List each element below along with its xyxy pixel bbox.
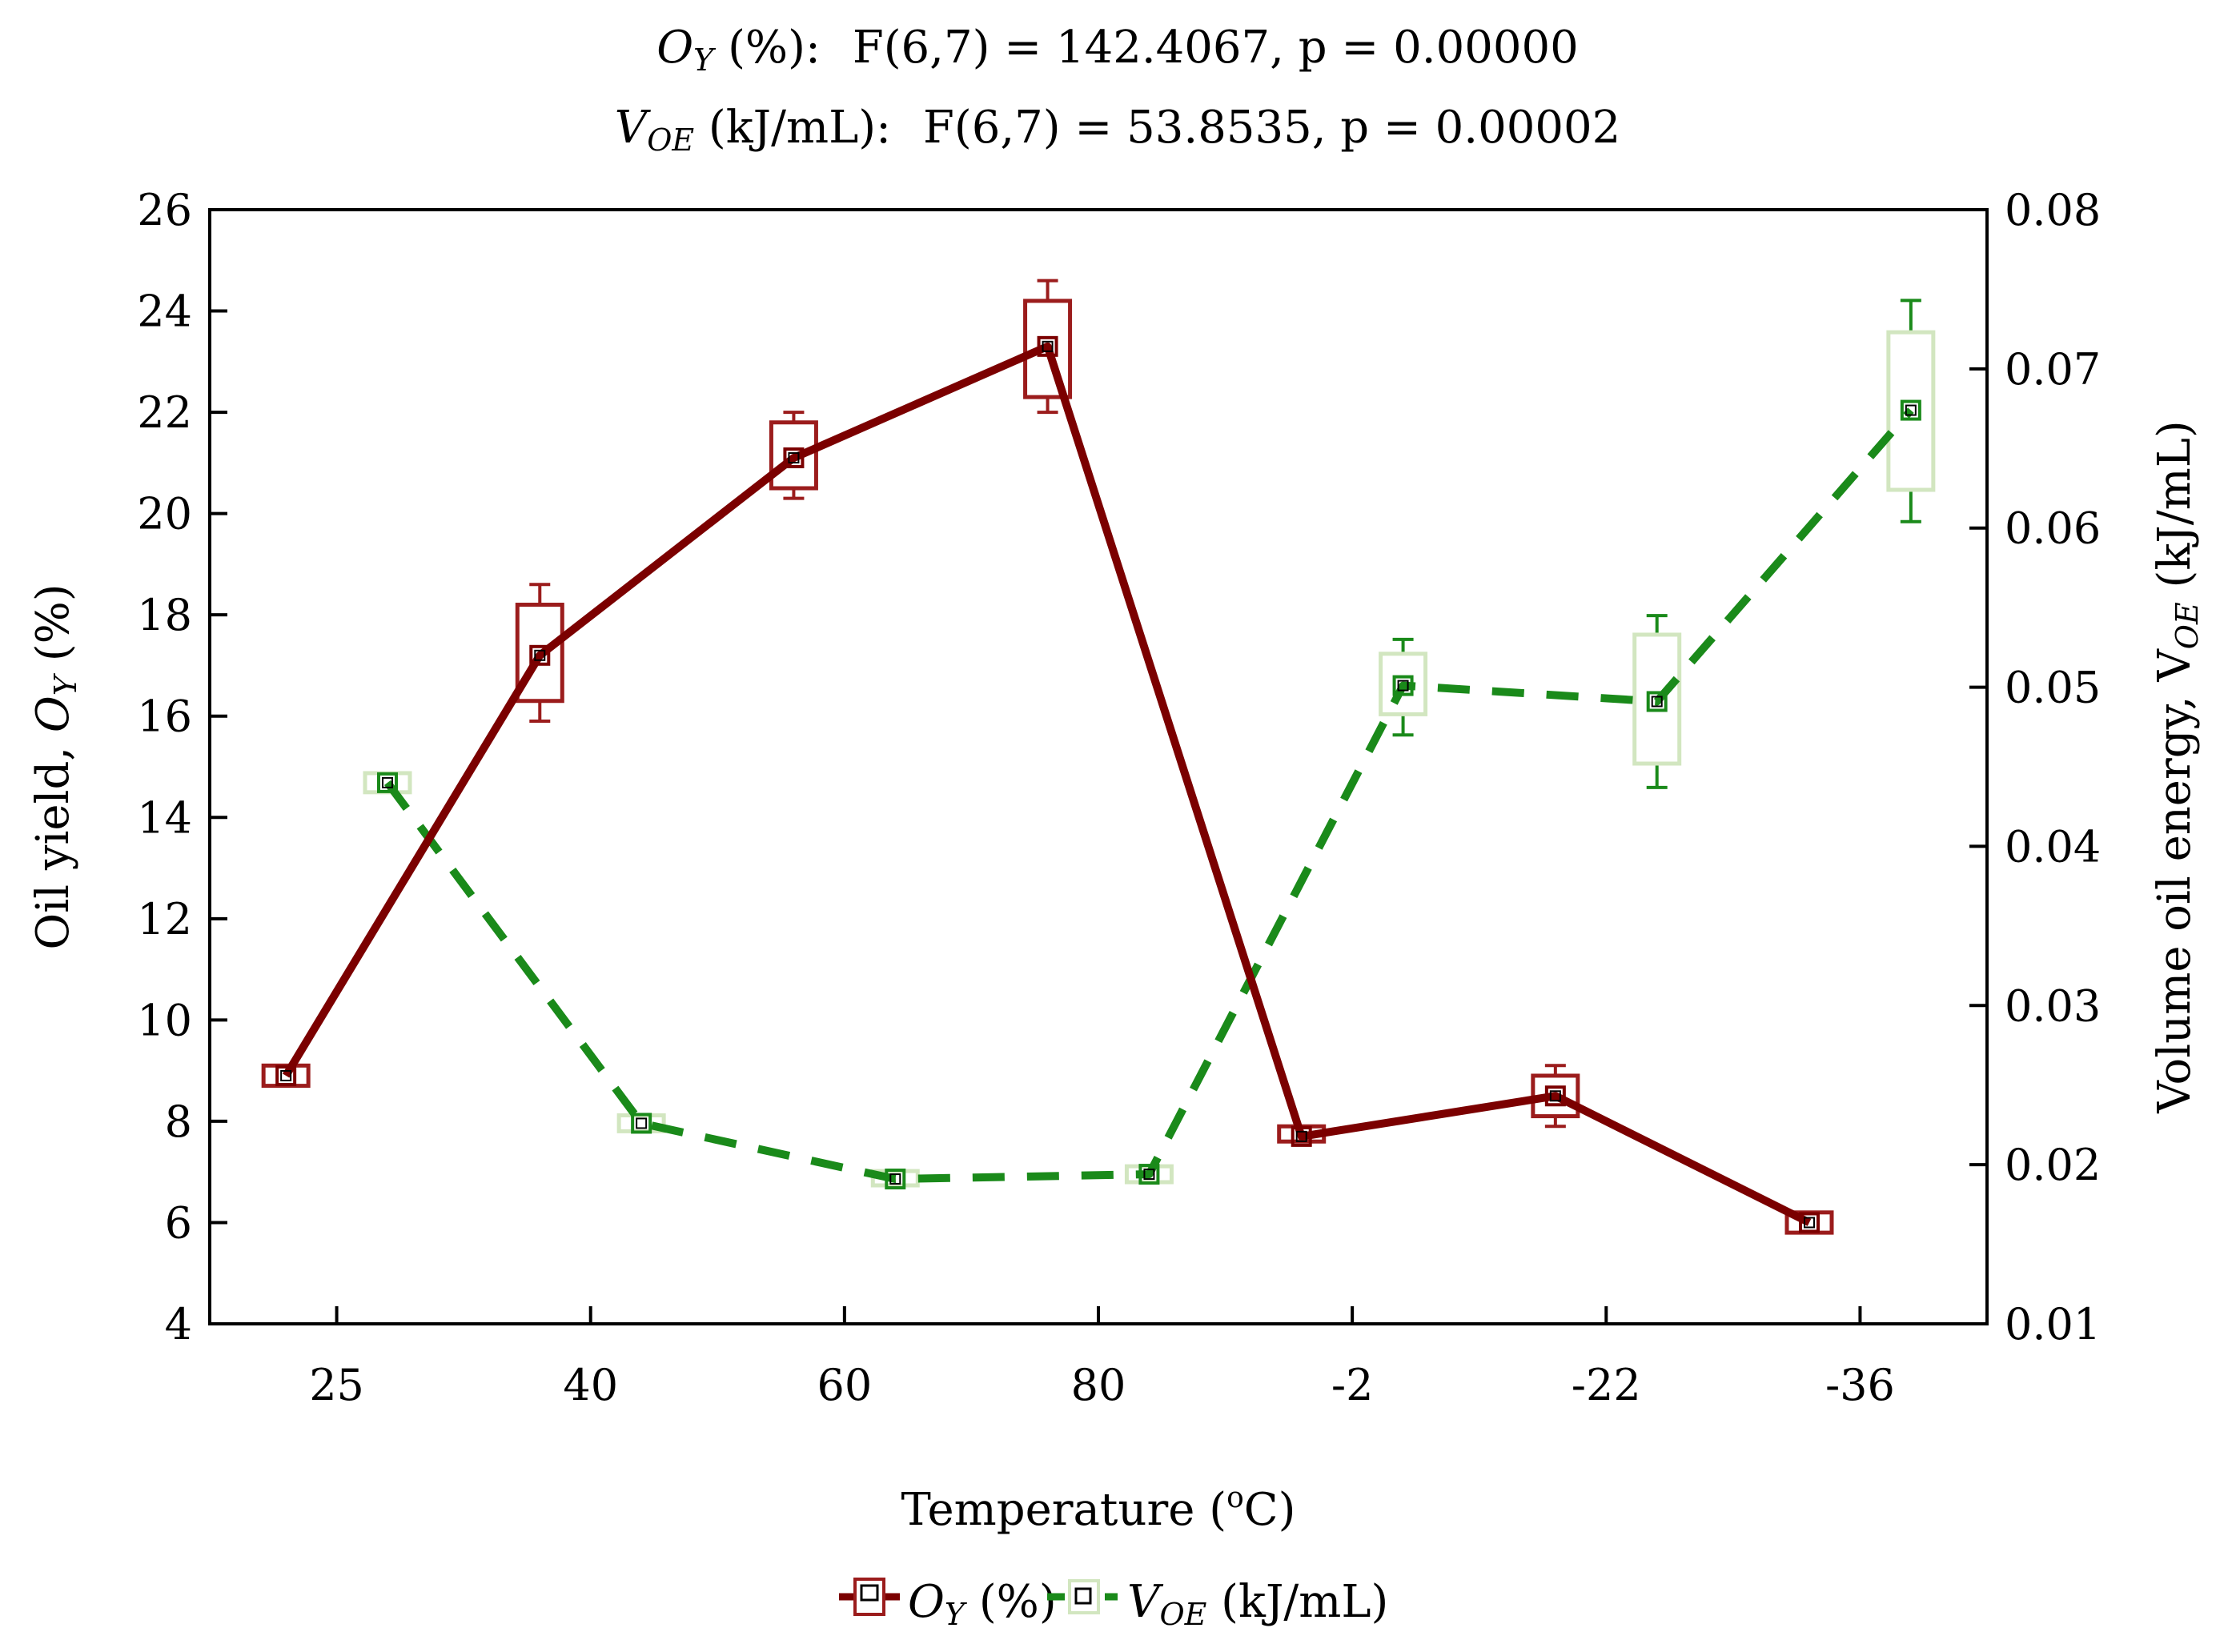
y-left-tick-label: 22 bbox=[137, 387, 192, 438]
data-point-core bbox=[280, 1069, 292, 1081]
y-right-tick-label: 0.02 bbox=[2005, 1140, 2101, 1190]
error-box bbox=[1632, 632, 1682, 766]
title-line-voe: VOE (kJ/mL): F(6,7) = 53.8535, p = 0.0000… bbox=[615, 102, 1621, 158]
x-axis-label: Temperature (oC) bbox=[901, 1482, 1296, 1536]
right-axis: 0.01 0.02 0.03 0.04 0.05 0.06 0.07 0.08 bbox=[1969, 185, 2101, 1349]
y-left-tick-label: 24 bbox=[137, 287, 192, 337]
y-left-tick-label: 18 bbox=[137, 590, 192, 640]
y-left-tick-label: 16 bbox=[137, 692, 192, 742]
x-tick-label: 25 bbox=[309, 1360, 364, 1410]
y-right-tick-label: 0.04 bbox=[2005, 821, 2101, 872]
data-point-core bbox=[889, 1173, 901, 1185]
legend-item-voe: VOE (kJ/mL) bbox=[1047, 1576, 1388, 1632]
data-point bbox=[885, 1169, 906, 1190]
legend-item-oy: OY (%) bbox=[839, 1576, 1057, 1632]
data-point-core bbox=[636, 1117, 648, 1129]
legend-swatch-box-voe bbox=[1068, 1579, 1100, 1614]
data-point-core bbox=[1651, 696, 1663, 708]
x-tick-label: 60 bbox=[817, 1360, 872, 1410]
x-tick-label: 40 bbox=[563, 1360, 618, 1410]
series-voe bbox=[363, 299, 1936, 1190]
series-layer bbox=[261, 279, 1936, 1235]
y-right-tick-label: 0.01 bbox=[2005, 1299, 2101, 1349]
data-point-core bbox=[1549, 1090, 1561, 1102]
y-left-tick-label: 4 bbox=[165, 1299, 192, 1349]
legend: OY (%) VOE (kJ/mL) bbox=[839, 1576, 1388, 1632]
data-point bbox=[631, 1113, 652, 1134]
data-point-core bbox=[1804, 1217, 1815, 1229]
data-point bbox=[1646, 691, 1668, 712]
x-tick-label: -36 bbox=[1825, 1360, 1895, 1410]
y-right-tick-label: 0.03 bbox=[2005, 980, 2101, 1031]
data-point-core bbox=[788, 452, 800, 464]
series-line bbox=[383, 407, 1914, 1184]
data-point-core bbox=[534, 649, 546, 661]
data-point-core bbox=[1295, 1130, 1307, 1142]
legend-swatch-marker-voe bbox=[1074, 1587, 1092, 1605]
y-left-tick-label: 10 bbox=[137, 995, 192, 1045]
legend-swatch-marker-oy bbox=[860, 1584, 879, 1602]
y-left-tick-label: 12 bbox=[137, 894, 192, 944]
data-point-core bbox=[1397, 680, 1409, 692]
data-point bbox=[1799, 1212, 1820, 1233]
data-point bbox=[1138, 1164, 1160, 1185]
y-right-tick-label: 0.07 bbox=[2005, 344, 2101, 395]
y-right-tick-label: 0.05 bbox=[2005, 663, 2101, 713]
x-axis: 25 40 60 80 -2 -22 -36 bbox=[309, 1306, 1895, 1410]
x-tick-label: 80 bbox=[1071, 1360, 1126, 1410]
x-tick-label: -22 bbox=[1572, 1360, 1641, 1410]
data-point bbox=[783, 447, 805, 469]
data-point-core bbox=[1042, 340, 1054, 352]
data-point-core bbox=[1143, 1169, 1155, 1181]
data-point bbox=[1291, 1125, 1312, 1147]
y-left-tick-label: 8 bbox=[165, 1097, 192, 1147]
data-point-core bbox=[1905, 404, 1917, 416]
data-point bbox=[1544, 1085, 1566, 1107]
y-right-tick-label: 0.06 bbox=[2005, 503, 2101, 554]
y-left-tick-label: 26 bbox=[137, 185, 192, 235]
legend-label-oy: OY (%) bbox=[908, 1576, 1057, 1632]
chart-title: OY (%): F(6,7) = 142.4067, p = 0.00000 VO… bbox=[615, 22, 1621, 158]
left-axis: 4 6 8 10 12 14 16 18 20 22 24 26 bbox=[137, 185, 227, 1349]
legend-label-voe: VOE (kJ/mL) bbox=[1127, 1576, 1388, 1632]
error-box bbox=[1886, 330, 1936, 492]
data-point bbox=[1037, 335, 1058, 357]
y-left-label: Oil yield, OY (%) bbox=[27, 583, 83, 949]
x-tick-label: -2 bbox=[1331, 1360, 1374, 1410]
title-line-oy: OY (%): F(6,7) = 142.4067, p = 0.00000 bbox=[656, 22, 1578, 78]
data-point-core bbox=[382, 776, 393, 788]
series-line bbox=[282, 342, 1812, 1226]
y-left-tick-label: 6 bbox=[165, 1197, 192, 1248]
data-point bbox=[1392, 675, 1414, 696]
y-right-tick-label: 0.08 bbox=[2005, 185, 2101, 235]
y-left-tick-label: 14 bbox=[137, 792, 192, 843]
y-right-label: Volume oil energy, VOE (kJ/mL) bbox=[2149, 420, 2205, 1114]
y-left-tick-label: 20 bbox=[137, 489, 192, 539]
data-point bbox=[275, 1065, 297, 1086]
data-point bbox=[377, 772, 398, 793]
data-point bbox=[1900, 399, 1921, 421]
series-oy bbox=[261, 279, 1834, 1235]
data-point bbox=[529, 644, 551, 666]
